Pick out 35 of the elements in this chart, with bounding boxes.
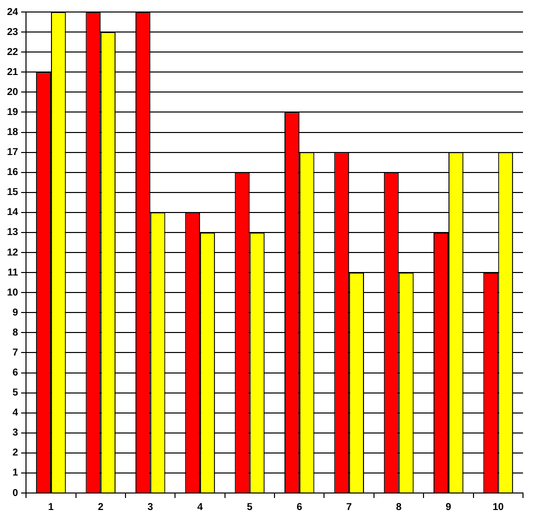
y-tick-label: 21	[7, 66, 19, 78]
y-tick-label: 20	[7, 86, 19, 98]
x-tick-label: 3	[148, 502, 154, 513]
y-tick-label: 15	[7, 187, 19, 198]
y-tick-label: 10	[7, 287, 19, 298]
y-tick-label: 16	[7, 167, 19, 178]
y-tick-label: 9	[12, 307, 19, 318]
y-tick-label: 13	[7, 227, 19, 238]
y-tick-label: 17	[7, 147, 19, 158]
y-tick-label: 2	[12, 448, 19, 459]
y-tick-label: 1	[12, 468, 19, 479]
x-tick-label: 5	[246, 502, 253, 513]
y-tick-label: 12	[7, 247, 19, 258]
y-tick-label: 11	[8, 267, 19, 278]
y-tick-label: 23	[7, 26, 19, 38]
x-tick-label: 4	[197, 502, 204, 513]
y-tick-label: 24	[7, 6, 19, 18]
y-tick-label: 6	[12, 368, 19, 378]
y-tick-label: 3	[12, 428, 19, 439]
x-tick-label: 8	[396, 502, 402, 513]
y-tick-label: 0	[12, 488, 19, 499]
y-tick-label: 8	[12, 327, 19, 338]
x-tick-label: 9	[446, 502, 452, 513]
y-tick-label: 22	[7, 46, 19, 58]
y-tick-label: 14	[7, 207, 19, 218]
x-tick-label: 6	[296, 502, 303, 513]
y-tick-label: 7	[12, 347, 19, 358]
y-tick-label: 18	[7, 127, 19, 138]
x-tick-label: 2	[98, 502, 104, 513]
y-tick-label: 5	[12, 388, 19, 399]
x-tick-label: 7	[346, 502, 352, 513]
x-tick-label: 1	[48, 502, 54, 513]
y-tick-label: 19	[7, 106, 19, 118]
x-tick-label: 10	[492, 502, 504, 513]
y-tick-label: 4	[12, 408, 19, 419]
